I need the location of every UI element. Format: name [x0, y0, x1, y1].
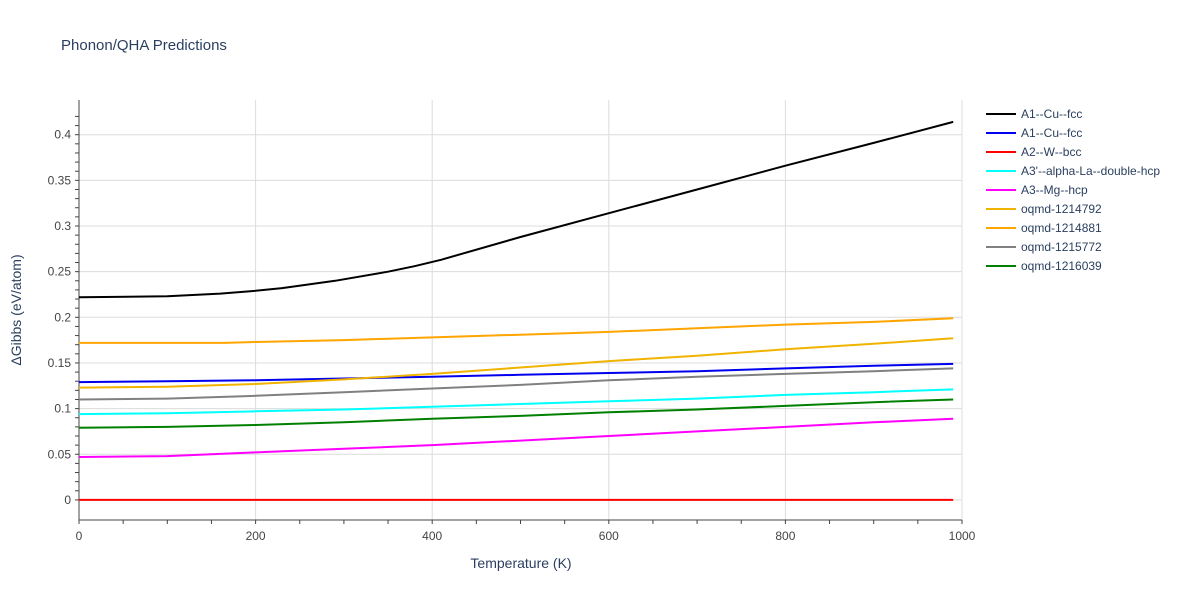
x-tick-label: 800 — [775, 529, 795, 543]
series-line-4 — [78, 388, 954, 416]
legend-label: oqmd-1215772 — [1021, 240, 1102, 254]
x-tick-label: 200 — [246, 529, 266, 543]
legend-item[interactable]: A1--Cu--fcc — [986, 126, 1082, 140]
legend-item[interactable]: oqmd-1216039 — [986, 259, 1102, 273]
series-line-5 — [78, 417, 954, 458]
series-line-8 — [78, 367, 954, 401]
chart-title: Phonon/QHA Predictions — [61, 37, 227, 54]
legend-item[interactable]: oqmd-1215772 — [986, 240, 1102, 254]
series-line-6 — [78, 337, 954, 389]
legend-label: oqmd-1214792 — [1021, 202, 1102, 216]
legend-item[interactable]: oqmd-1214881 — [986, 221, 1102, 235]
legend-label: oqmd-1216039 — [1021, 259, 1102, 273]
series-line-7 — [79, 317, 954, 344]
y-axis-label: ΔGibbs (eV/atom) — [8, 254, 24, 365]
plot-area — [78, 120, 954, 501]
y-tick-label: 0 — [64, 493, 71, 507]
legend-label: A3--Mg--hcp — [1021, 183, 1088, 197]
series-line-2 — [78, 362, 954, 384]
legend-label: A2--W--bcc — [1021, 145, 1081, 159]
y-tick-label: 0.4 — [54, 128, 71, 142]
series-line-1 — [78, 120, 954, 299]
x-tick-label: 0 — [76, 529, 83, 543]
legend[interactable]: A1--Cu--fcc A1--Cu--fcc A2--W--bcc A3'--alp… — [986, 107, 1160, 273]
y-tick-label: 0.2 — [54, 310, 71, 324]
legend-label: A1--Cu--fcc — [1021, 107, 1082, 121]
y-tick-label: 0.35 — [48, 173, 72, 187]
legend-item[interactable]: A1--Cu--fcc — [986, 107, 1082, 121]
y-tick-label: 0.05 — [48, 447, 72, 461]
x-axis-label: Temperature (K) — [470, 555, 571, 571]
grid — [79, 100, 963, 520]
axes: 0 200 400 600 800 1000 0 0.05 0.1 0.15 0.2 0.25 0.3 0… — [48, 100, 976, 543]
y-tick-label: 0.15 — [48, 356, 72, 370]
legend-item[interactable]: A3'--alpha-La--double-hcp — [986, 164, 1160, 178]
legend-label: oqmd-1214881 — [1021, 221, 1102, 235]
legend-item[interactable]: oqmd-1214792 — [986, 202, 1102, 216]
y-tick-label: 0.1 — [54, 402, 71, 416]
x-tick-label: 1000 — [949, 529, 976, 543]
legend-label: A3'--alpha-La--double-hcp — [1021, 164, 1160, 178]
series-line-9 — [78, 398, 954, 429]
x-tick-label: 600 — [599, 529, 619, 543]
legend-item[interactable]: A2--W--bcc — [986, 145, 1081, 159]
x-tick-label: 400 — [422, 529, 442, 543]
y-tick-label: 0.3 — [54, 219, 71, 233]
y-tick-label: 0.25 — [48, 265, 72, 279]
legend-item[interactable]: A3--Mg--hcp — [986, 183, 1088, 197]
legend-label: A1--Cu--fcc — [1021, 126, 1082, 140]
